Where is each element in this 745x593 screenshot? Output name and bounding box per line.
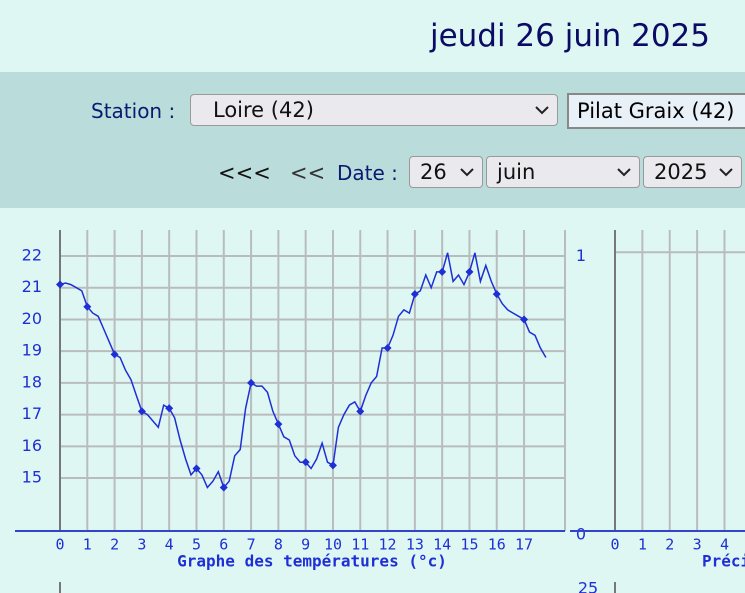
hourly-marker [165, 404, 174, 413]
y-tick-label: 22 [22, 246, 42, 265]
station-list[interactable]: Pilat Graix (42) [567, 93, 745, 129]
x-tick-label: 7 [247, 536, 256, 554]
x-tick-label: 14 [433, 536, 451, 554]
chart-title: Précipitations [702, 552, 745, 571]
x-tick-label: 2 [665, 536, 674, 554]
station-label: Station : [91, 99, 176, 123]
hourly-marker [247, 378, 256, 387]
hourly-marker [110, 350, 119, 359]
x-tick-label: 3 [693, 536, 702, 554]
hourly-marker [56, 280, 64, 289]
x-tick-label: 12 [379, 536, 397, 554]
x-tick-label: 16 [488, 536, 506, 554]
y-tick-label: 25 [578, 579, 598, 593]
x-tick-label: 0 [55, 536, 64, 554]
x-tick-label: 4 [165, 536, 174, 554]
y-tick-label: 16 [22, 436, 42, 455]
year-select[interactable]: 2025 [643, 156, 742, 188]
hourly-marker [301, 458, 310, 467]
hourly-marker [465, 267, 474, 276]
fast-back-button[interactable]: <<< [218, 161, 271, 185]
x-tick-label: 1 [83, 536, 92, 554]
x-tick-label: 5 [192, 536, 201, 554]
chart-title: Graphe des températures (°c) [177, 552, 447, 571]
month-value: juin [497, 160, 536, 184]
x-tick-label: 1 [638, 536, 647, 554]
y-tick-label: 19 [22, 341, 42, 360]
region-select[interactable]: Loire (42) [190, 94, 558, 126]
year-value: 2025 [654, 160, 708, 184]
x-tick-label: 13 [406, 536, 424, 554]
back-button[interactable]: << [290, 161, 326, 185]
y-tick-label: 17 [22, 404, 42, 423]
y-tick-label: 21 [22, 277, 42, 296]
day-select[interactable]: 26 [409, 156, 483, 188]
y-tick-label: 18 [22, 372, 42, 391]
y-tick-label: 20 [22, 309, 42, 328]
hourly-marker [192, 464, 201, 473]
x-tick-label: 10 [324, 536, 342, 554]
month-select[interactable]: juin [486, 156, 640, 188]
hourly-marker [137, 407, 146, 416]
x-tick-label: 0 [610, 536, 619, 554]
hourly-marker [219, 483, 228, 492]
hourly-marker [410, 290, 419, 299]
hourly-marker [492, 290, 501, 299]
station-value: Pilat Graix (42) [577, 99, 735, 123]
y-tick-label: 1 [576, 246, 586, 265]
x-tick-label: 11 [351, 536, 369, 554]
hourly-marker [328, 461, 337, 470]
hourly-marker [438, 267, 447, 276]
x-tick-label: 17 [515, 536, 533, 554]
x-tick-label: 15 [460, 536, 478, 554]
hourly-marker [383, 343, 392, 352]
region-value: Loire (42) [213, 98, 314, 122]
y-tick-label: 15 [22, 468, 42, 487]
x-tick-label: 3 [137, 536, 146, 554]
y-tick-label: 0 [576, 525, 586, 544]
day-value: 26 [420, 160, 447, 184]
x-tick-label: 2 [110, 536, 119, 554]
x-tick-label: 6 [219, 536, 228, 554]
hourly-marker [520, 315, 529, 324]
hourly-marker [356, 407, 365, 416]
page-date: jeudi 26 juin 2025 [429, 18, 710, 54]
x-tick-label: 8 [274, 536, 283, 554]
hourly-marker [274, 420, 283, 429]
x-tick-label: 9 [301, 536, 310, 554]
date-label: Date : [337, 161, 398, 185]
hourly-marker [83, 302, 92, 311]
x-tick-label: 4 [720, 536, 729, 554]
